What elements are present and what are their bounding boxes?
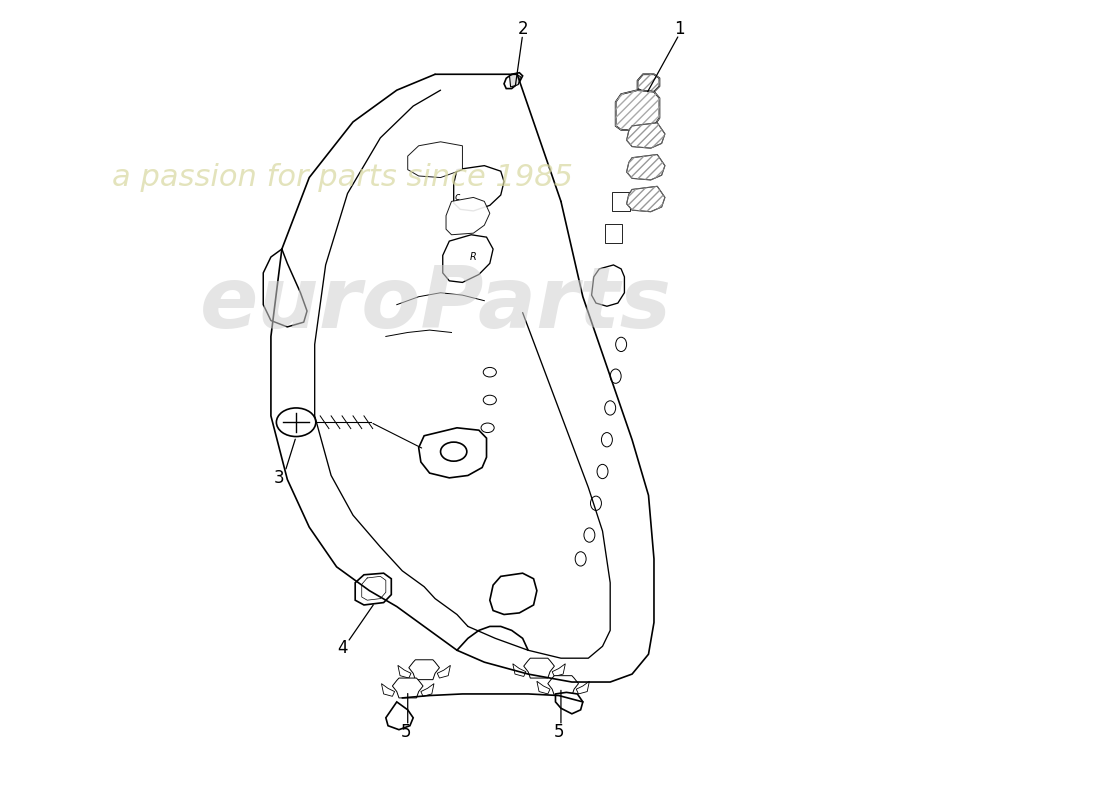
Polygon shape <box>548 676 579 695</box>
Polygon shape <box>421 684 434 696</box>
Ellipse shape <box>575 552 586 566</box>
Text: 5: 5 <box>400 723 410 741</box>
Polygon shape <box>513 664 526 677</box>
Text: 3: 3 <box>273 469 284 487</box>
Polygon shape <box>355 573 392 605</box>
Circle shape <box>276 408 316 437</box>
Polygon shape <box>627 122 664 148</box>
Text: R: R <box>470 252 476 262</box>
Polygon shape <box>638 74 659 92</box>
Polygon shape <box>504 73 522 89</box>
Polygon shape <box>537 682 550 694</box>
Polygon shape <box>592 265 625 306</box>
Polygon shape <box>398 666 411 678</box>
Text: 2: 2 <box>517 20 528 38</box>
Polygon shape <box>419 428 486 478</box>
Polygon shape <box>442 234 493 282</box>
Polygon shape <box>627 186 664 212</box>
Text: a passion for parts since 1985: a passion for parts since 1985 <box>112 163 573 192</box>
Text: 4: 4 <box>337 639 348 657</box>
Circle shape <box>481 423 494 433</box>
Polygon shape <box>490 573 537 614</box>
Polygon shape <box>453 166 504 211</box>
Polygon shape <box>627 154 664 180</box>
Ellipse shape <box>616 338 627 351</box>
Bar <box>613 192 630 211</box>
Text: c: c <box>454 193 460 202</box>
Polygon shape <box>386 702 414 730</box>
Text: 1: 1 <box>674 20 684 38</box>
Polygon shape <box>576 682 590 694</box>
Ellipse shape <box>584 528 595 542</box>
Polygon shape <box>552 664 565 677</box>
Polygon shape <box>509 74 520 87</box>
Polygon shape <box>393 678 424 698</box>
Ellipse shape <box>602 433 613 447</box>
Polygon shape <box>408 142 462 178</box>
Circle shape <box>483 395 496 405</box>
Polygon shape <box>556 692 583 714</box>
Polygon shape <box>438 666 450 678</box>
Polygon shape <box>616 90 659 130</box>
Ellipse shape <box>597 464 608 478</box>
Text: 5: 5 <box>553 723 564 741</box>
Polygon shape <box>382 684 395 696</box>
Ellipse shape <box>610 369 621 383</box>
Ellipse shape <box>591 496 602 510</box>
Circle shape <box>441 442 466 461</box>
Bar <box>605 224 623 242</box>
Ellipse shape <box>605 401 616 415</box>
Circle shape <box>483 367 496 377</box>
Text: euroParts: euroParts <box>200 263 672 346</box>
Polygon shape <box>446 198 490 234</box>
Polygon shape <box>524 658 554 678</box>
Polygon shape <box>409 660 440 680</box>
